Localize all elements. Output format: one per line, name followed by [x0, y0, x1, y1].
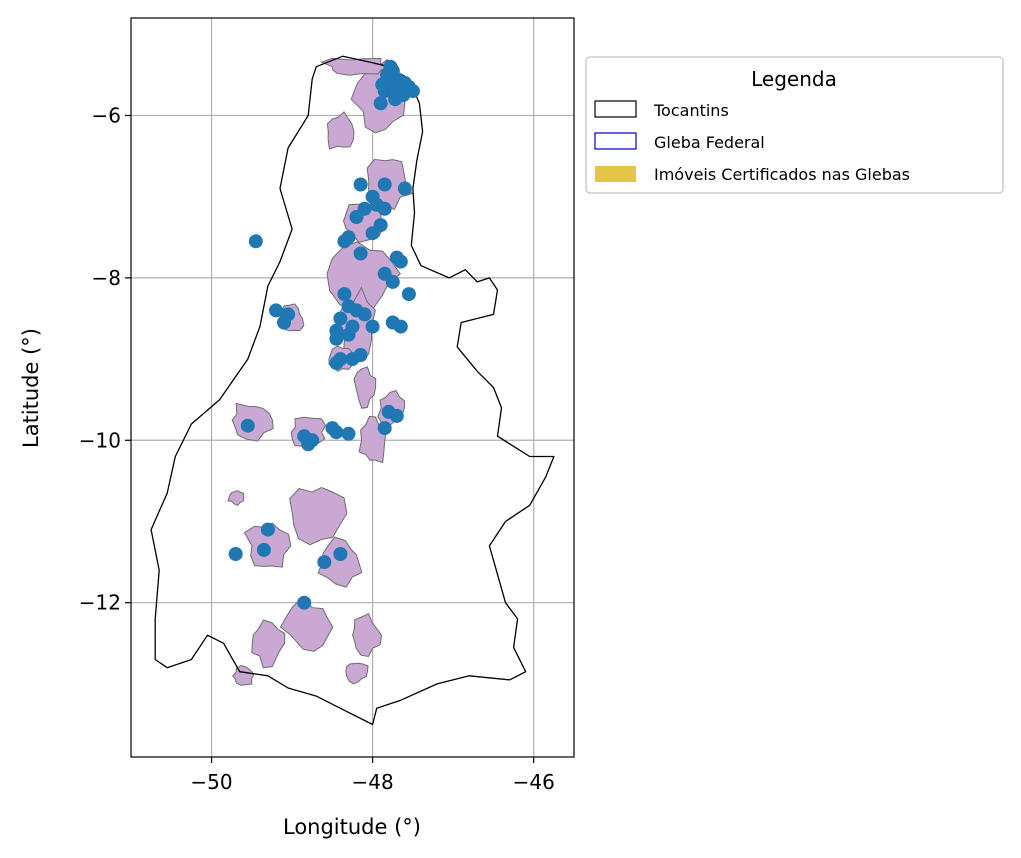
legend-swatch-imoveis [595, 166, 636, 182]
axis-ticks: −50 −48 −46 −6 −8 −10 −12 [79, 103, 555, 794]
gleba-parcel-19 [232, 664, 254, 686]
point-11 [405, 84, 420, 99]
y-tick-label-1: −8 [92, 266, 121, 290]
gleba-parcel-2 [326, 111, 355, 150]
x-tick-label-1: −48 [352, 770, 394, 794]
point-25 [248, 234, 263, 249]
gleba-parcel-17 [251, 619, 286, 669]
point-45 [277, 315, 291, 330]
x-tick-label-0: −50 [190, 770, 232, 794]
point-61 [341, 426, 356, 441]
legend: Legenda Tocantins Gleba Federal Imóveis … [585, 56, 1004, 194]
point-62 [325, 421, 340, 436]
point-13 [391, 84, 406, 99]
point-38 [357, 307, 372, 322]
point-54 [389, 408, 404, 423]
y-tick-label-2: −10 [79, 428, 121, 452]
point-33 [401, 287, 416, 302]
point-56 [240, 418, 255, 433]
point-64 [256, 542, 271, 557]
gleba-parcel-7 [353, 366, 377, 409]
point-67 [317, 555, 332, 570]
legend-label-imoveis: Imóveis Certificados nas Glebas [654, 165, 910, 184]
point-22 [377, 201, 392, 216]
x-tick-label-2: −46 [513, 770, 555, 794]
point-68 [297, 595, 312, 610]
certified-points [228, 59, 420, 610]
point-37 [333, 311, 348, 326]
point-15 [353, 177, 368, 192]
legend-title: Legenda [751, 67, 837, 91]
axes-frame [130, 17, 575, 758]
point-52 [329, 356, 344, 371]
legend-label-tocantins: Tocantins [653, 101, 729, 120]
point-21 [349, 210, 364, 224]
point-48 [329, 331, 344, 346]
y-axis-label: Latitude (°) [19, 328, 43, 448]
point-42 [393, 319, 408, 334]
point-40 [365, 319, 380, 334]
point-66 [333, 547, 348, 561]
gleba-parcel-21 [227, 490, 245, 507]
point-51 [353, 348, 368, 362]
x-axis-label: Longitude (°) [283, 815, 421, 839]
point-47 [341, 327, 356, 342]
gridlines [131, 18, 574, 757]
point-63 [260, 522, 275, 537]
point-8 [373, 96, 388, 111]
gleba-parcel-20 [345, 662, 369, 685]
legend-label-gleba: Gleba Federal [654, 133, 765, 152]
legend-swatch-tocantins [594, 100, 637, 118]
point-17 [397, 181, 412, 196]
point-65 [228, 547, 243, 561]
tocantins-outline [150, 55, 555, 726]
point-28 [341, 230, 356, 245]
y-tick-label-3: −12 [79, 591, 121, 615]
point-59 [301, 437, 316, 452]
point-27 [353, 246, 368, 261]
gleba-parcel-18 [352, 613, 383, 658]
gleba-parcel-16 [279, 597, 334, 652]
point-31 [393, 254, 408, 269]
tocantins-boundary [150, 55, 555, 726]
legend-box [585, 56, 1004, 194]
point-16 [377, 177, 392, 192]
point-32 [385, 274, 400, 289]
legend-swatch-gleba [594, 132, 637, 150]
point-14 [375, 77, 390, 92]
point-34 [337, 287, 352, 302]
gleba-parcel-13 [289, 486, 348, 546]
point-24 [365, 226, 380, 241]
point-55 [377, 421, 392, 436]
y-tick-label-0: −6 [92, 103, 121, 127]
plot-area: −50 −48 −46 −6 −8 −10 −12 [79, 17, 575, 794]
point-43 [269, 303, 283, 318]
